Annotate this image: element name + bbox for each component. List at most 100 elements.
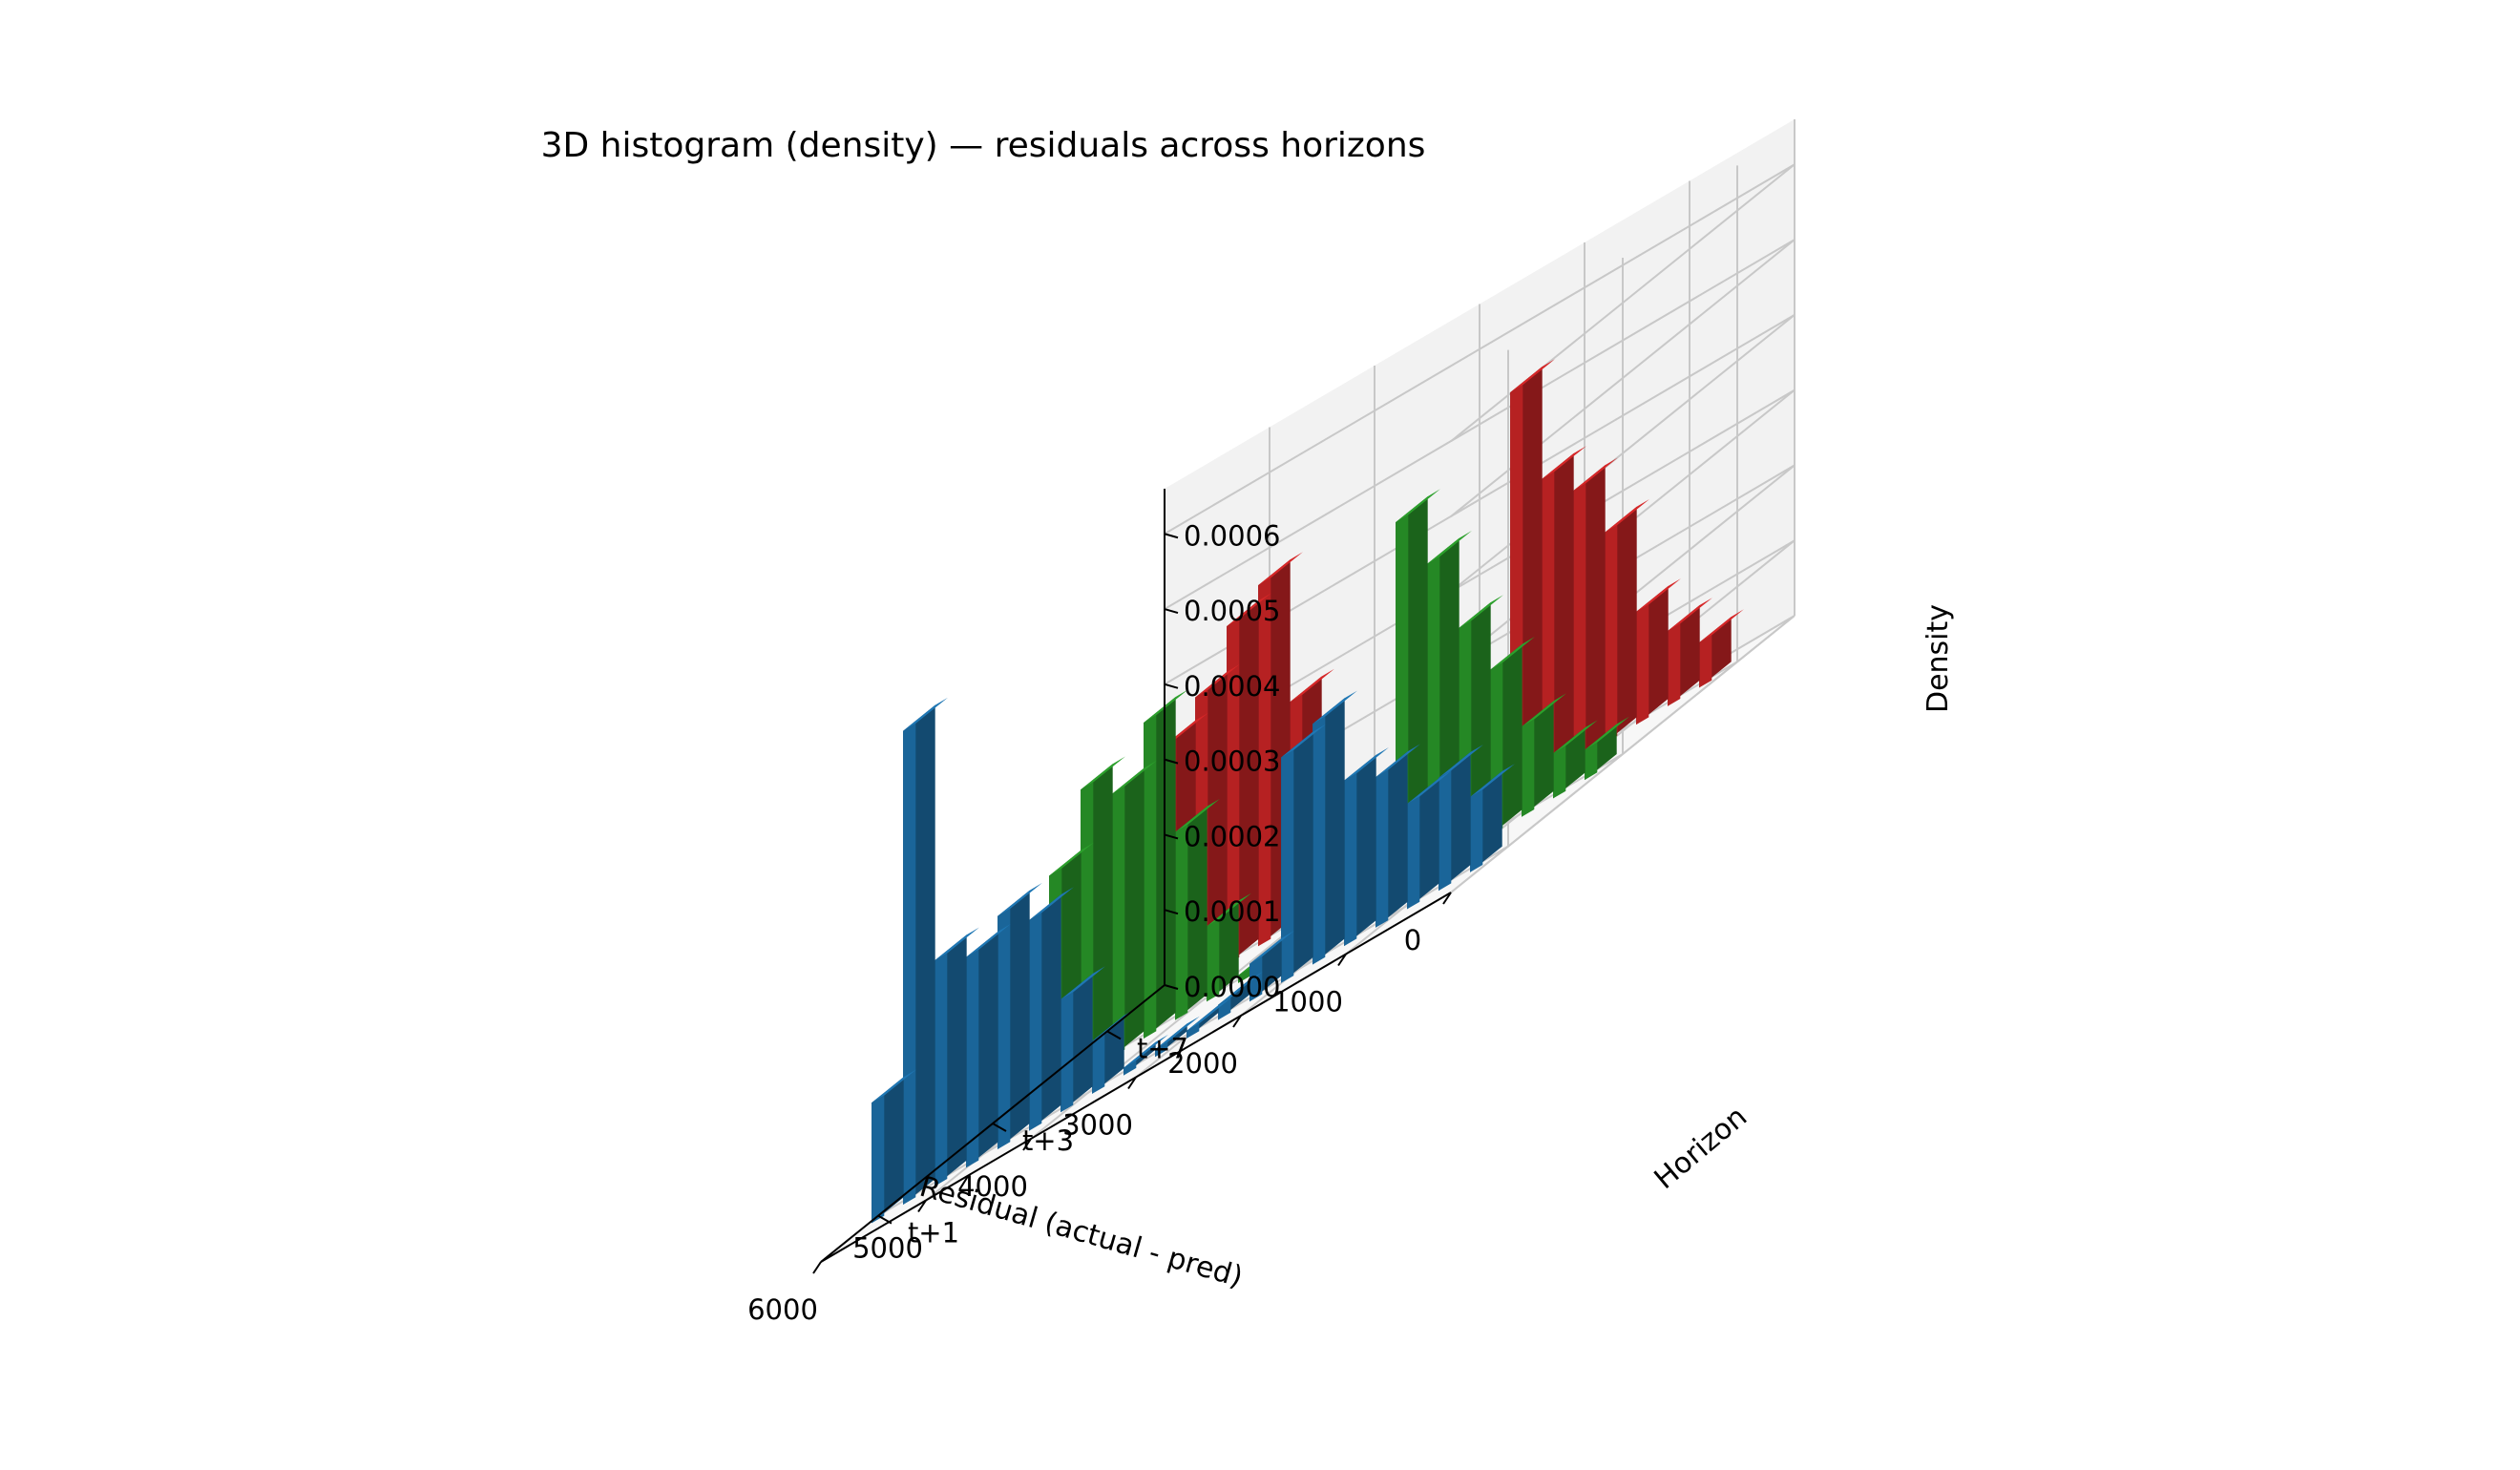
bar-t+7-4650 bbox=[1227, 593, 1271, 965]
bar-t+1-1950 bbox=[1281, 724, 1326, 983]
y-tick-label: t+3 bbox=[1022, 1124, 1074, 1157]
bar-front bbox=[1124, 1060, 1137, 1076]
grid-line-z-left bbox=[1450, 615, 1796, 893]
bar-top bbox=[1585, 716, 1629, 750]
bar-top bbox=[1396, 489, 1440, 523]
x-tick-label: 4000 bbox=[957, 1170, 1028, 1203]
tick-labels: 0 1000 2000 3000 4000 5000 6000 t+1 t+3 t+7 0.0000… bbox=[747, 519, 1421, 1326]
z-tick-mark bbox=[1164, 608, 1179, 615]
bar-t+1-2550 bbox=[1218, 972, 1263, 1020]
bar-front bbox=[1438, 770, 1452, 892]
bar-top bbox=[1281, 724, 1326, 758]
bar-t+7-450 bbox=[1668, 598, 1712, 706]
bar-t+3-750 bbox=[1522, 693, 1566, 817]
z-tick-mark bbox=[1164, 682, 1179, 689]
x-tick-label: 0 bbox=[1404, 924, 1421, 956]
bar-t+1-5550 bbox=[903, 697, 948, 1205]
grid-line-z-left bbox=[1450, 314, 1796, 593]
bar-front bbox=[1585, 742, 1598, 781]
x-tick-mark bbox=[1022, 1138, 1032, 1151]
bar-top bbox=[998, 882, 1042, 916]
x-tick-label: 5000 bbox=[852, 1232, 923, 1265]
z-tick-mark bbox=[1164, 909, 1179, 915]
bar-top bbox=[1312, 690, 1357, 724]
y-tick-mark bbox=[992, 1123, 1007, 1132]
bar-t+1-150 bbox=[1470, 764, 1515, 872]
bar-top bbox=[1227, 593, 1271, 627]
bar-front bbox=[998, 909, 1011, 1149]
grid-line-z-left bbox=[1450, 239, 1796, 517]
bar-t+1-1650 bbox=[1312, 690, 1357, 965]
x-tick-mark bbox=[1337, 953, 1347, 967]
bar-front bbox=[1144, 715, 1157, 1039]
bar-t+7-1050 bbox=[1605, 499, 1649, 744]
bar-top bbox=[1427, 531, 1472, 564]
z-tick-mark bbox=[1164, 533, 1179, 539]
bar-t+3-4650 bbox=[1112, 760, 1157, 1058]
bar-top bbox=[1490, 637, 1535, 670]
x-tick-mark bbox=[1127, 1076, 1137, 1090]
bar-top bbox=[1250, 931, 1294, 964]
bar-top bbox=[1605, 499, 1649, 533]
bar-front bbox=[1250, 956, 1263, 1002]
z-axis-label: Density bbox=[1922, 604, 1955, 713]
x-tick-label: 6000 bbox=[747, 1293, 818, 1326]
bar-top bbox=[1553, 720, 1598, 754]
z-tick-label: 0.0000 bbox=[1184, 971, 1280, 1003]
bar-front bbox=[1227, 619, 1240, 965]
bar-t+1-4050 bbox=[1060, 966, 1105, 1113]
bar-front bbox=[1175, 824, 1188, 1020]
z-tick-label: 0.0005 bbox=[1184, 595, 1280, 627]
bar-top bbox=[1438, 745, 1483, 778]
bar-top bbox=[1112, 760, 1157, 794]
z-tick-label: 0.0006 bbox=[1184, 519, 1280, 552]
bar-top bbox=[1542, 446, 1586, 479]
bar-front bbox=[1407, 796, 1420, 910]
bar-t+7-750 bbox=[1636, 578, 1681, 725]
bar-front bbox=[1207, 918, 1220, 1002]
bar-t+1-1050 bbox=[1376, 744, 1420, 928]
z-tick-mark bbox=[1164, 758, 1179, 765]
bar-front bbox=[1029, 913, 1042, 1131]
bar-t+1-750 bbox=[1407, 770, 1452, 910]
bar-top bbox=[1407, 770, 1452, 805]
bar-top bbox=[1175, 798, 1220, 832]
bar-front bbox=[1573, 483, 1586, 762]
bar-front bbox=[934, 953, 948, 1186]
axis-lines bbox=[812, 489, 1452, 1274]
x-tick-label: 3000 bbox=[1062, 1109, 1133, 1142]
z-tick-mark bbox=[1164, 984, 1179, 990]
bar-t+3-4050 bbox=[1175, 798, 1220, 1020]
bar-top bbox=[1049, 842, 1094, 876]
z-tick-label: 0.0001 bbox=[1184, 895, 1280, 928]
bar-top bbox=[966, 923, 1011, 957]
x-tick-label: 1000 bbox=[1272, 986, 1343, 1018]
x-tick-mark bbox=[1442, 892, 1452, 905]
bar-front bbox=[1553, 746, 1566, 799]
bar-t+1-5250 bbox=[934, 927, 979, 1186]
bar-top bbox=[1573, 457, 1618, 492]
bar-t+1-1350 bbox=[1344, 747, 1389, 947]
bar-front bbox=[1668, 623, 1681, 706]
bar-front bbox=[1092, 1034, 1105, 1094]
bar-front bbox=[1186, 1023, 1200, 1039]
bar-front bbox=[1605, 525, 1618, 744]
bar-top bbox=[1218, 972, 1263, 1005]
y-tick-label: t+7 bbox=[1137, 1032, 1188, 1064]
bars-group bbox=[872, 359, 1744, 1224]
bar-t+1-2850 bbox=[1186, 998, 1231, 1039]
bar-front bbox=[1281, 749, 1294, 983]
y-axis-label: Horizon bbox=[1648, 1100, 1754, 1196]
bar-top bbox=[1155, 1016, 1200, 1050]
bar-top bbox=[1258, 552, 1303, 586]
bar-top bbox=[1186, 998, 1231, 1031]
bar-front bbox=[1218, 998, 1231, 1020]
bar-front bbox=[1470, 789, 1483, 872]
bar-t+1-4350 bbox=[1029, 887, 1074, 1131]
y-tick-mark bbox=[1106, 1030, 1122, 1040]
bar-top bbox=[1510, 359, 1555, 393]
bar-front bbox=[1155, 1041, 1168, 1058]
x-tick-mark bbox=[1232, 1015, 1242, 1028]
